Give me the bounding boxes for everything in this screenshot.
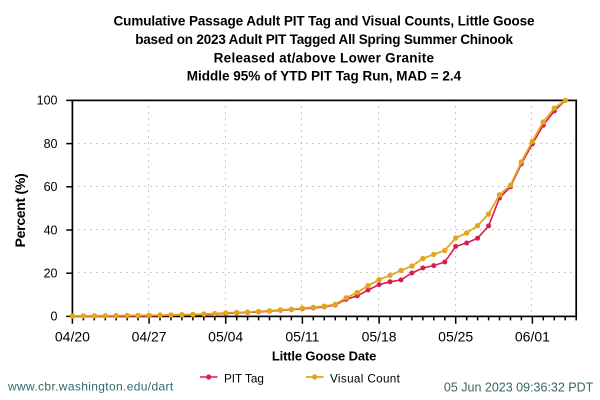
svg-text:04/27: 04/27 bbox=[132, 329, 167, 345]
svg-text:06/01: 06/01 bbox=[515, 329, 550, 345]
svg-text:20: 20 bbox=[44, 267, 58, 281]
svg-text:based on 2023 Adult PIT Tagged: based on 2023 Adult PIT Tagged All Sprin… bbox=[135, 32, 513, 47]
svg-text:05/11: 05/11 bbox=[285, 329, 319, 345]
svg-text:Cumulative Passage Adult PIT T: Cumulative Passage Adult PIT Tag and Vis… bbox=[114, 14, 536, 29]
svg-text:Visual Count: Visual Count bbox=[330, 372, 401, 385]
svg-text:Little Goose Date: Little Goose Date bbox=[272, 349, 376, 364]
svg-text:0: 0 bbox=[51, 310, 58, 324]
svg-text:www.cbr.washington.edu/dart: www.cbr.washington.edu/dart bbox=[7, 380, 174, 394]
svg-text:60: 60 bbox=[44, 180, 58, 194]
svg-text:05/25: 05/25 bbox=[438, 329, 473, 345]
svg-text:Middle 95% of YTD PIT Tag Run,: Middle 95% of YTD PIT Tag Run, MAD = 2.4 bbox=[187, 69, 462, 84]
svg-text:Released at/above Lower Granit: Released at/above Lower Granite bbox=[214, 50, 435, 65]
svg-text:05/18: 05/18 bbox=[362, 329, 397, 345]
svg-text:Percent (%): Percent (%) bbox=[12, 174, 28, 248]
svg-text:04/20: 04/20 bbox=[55, 329, 90, 345]
svg-text:40: 40 bbox=[44, 223, 58, 237]
svg-text:100: 100 bbox=[37, 94, 58, 108]
svg-text:PIT Tag: PIT Tag bbox=[224, 372, 264, 385]
svg-text:05/04: 05/04 bbox=[208, 329, 243, 345]
svg-text:80: 80 bbox=[44, 137, 58, 151]
svg-text:05 Jun 2023 09:36:32 PDT: 05 Jun 2023 09:36:32 PDT bbox=[444, 380, 594, 394]
